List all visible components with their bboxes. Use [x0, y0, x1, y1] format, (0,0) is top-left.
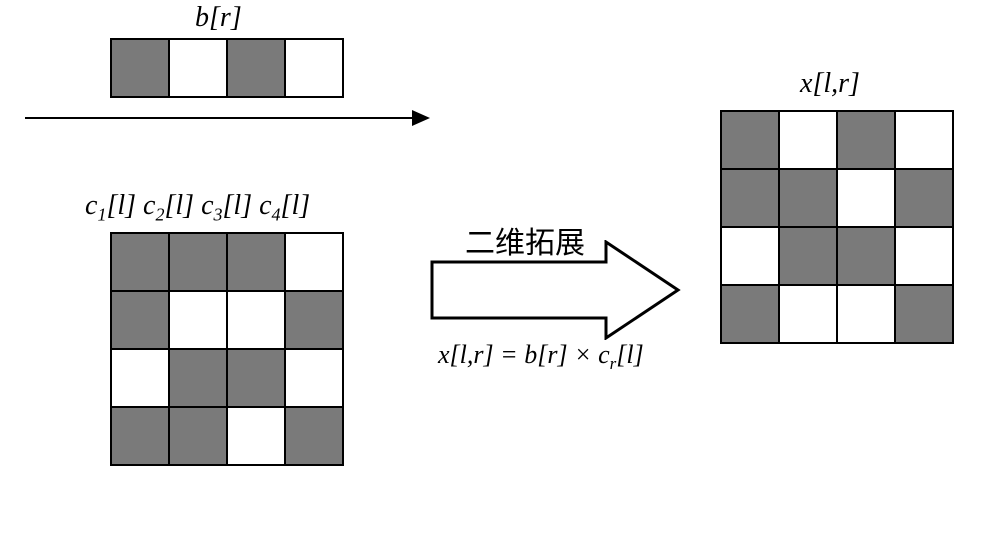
grid-cell [285, 349, 343, 407]
grid-cell [895, 111, 953, 169]
grid-cell [837, 285, 895, 343]
grid-cell [111, 233, 169, 291]
grid-cell [227, 407, 285, 465]
grid-cell [837, 169, 895, 227]
grid-cell [227, 349, 285, 407]
grid-cell [169, 291, 227, 349]
text: x[l,r] [800, 68, 860, 99]
grid-cell [837, 111, 895, 169]
grid-cell [285, 291, 343, 349]
text: c1[l] c2[l] c3[l] c4[l] [85, 190, 310, 221]
formula: x[l,r] = b[r] × cr[l] [438, 340, 644, 374]
text: 二维拓展 [465, 227, 585, 260]
grid-cell [111, 349, 169, 407]
grid-cell [227, 291, 285, 349]
grid-cell [111, 291, 169, 349]
grid-cell [895, 285, 953, 343]
x-matrix-label: x[l,r] [800, 68, 860, 100]
grid-cell [169, 349, 227, 407]
grid-cell [779, 111, 837, 169]
diagram-stage: b[r] c1[l] c2[l] c3[l] c4[l] 二维拓展 x[l,r]… [0, 0, 1000, 549]
grid-cell [169, 407, 227, 465]
axis-arrow [0, 0, 450, 140]
grid-cell [721, 227, 779, 285]
grid-cell [895, 227, 953, 285]
grid-cell [721, 169, 779, 227]
grid-cell [285, 407, 343, 465]
grid-cell [779, 285, 837, 343]
grid-cell [837, 227, 895, 285]
c-columns-label: c1[l] c2[l] c3[l] c4[l] [85, 190, 310, 226]
grid-cell [721, 285, 779, 343]
grid-cell [779, 169, 837, 227]
grid-cell [285, 233, 343, 291]
grid-cell [227, 233, 285, 291]
x-matrix-grid [720, 110, 954, 344]
expand-arrow-label: 二维拓展 [465, 218, 585, 262]
grid-cell [895, 169, 953, 227]
grid-cell [779, 227, 837, 285]
grid-cell [111, 407, 169, 465]
grid-cell [721, 111, 779, 169]
c-matrix-grid [110, 232, 344, 466]
text: x[l,r] = b[r] × cr[l] [438, 340, 644, 369]
grid-cell [169, 233, 227, 291]
